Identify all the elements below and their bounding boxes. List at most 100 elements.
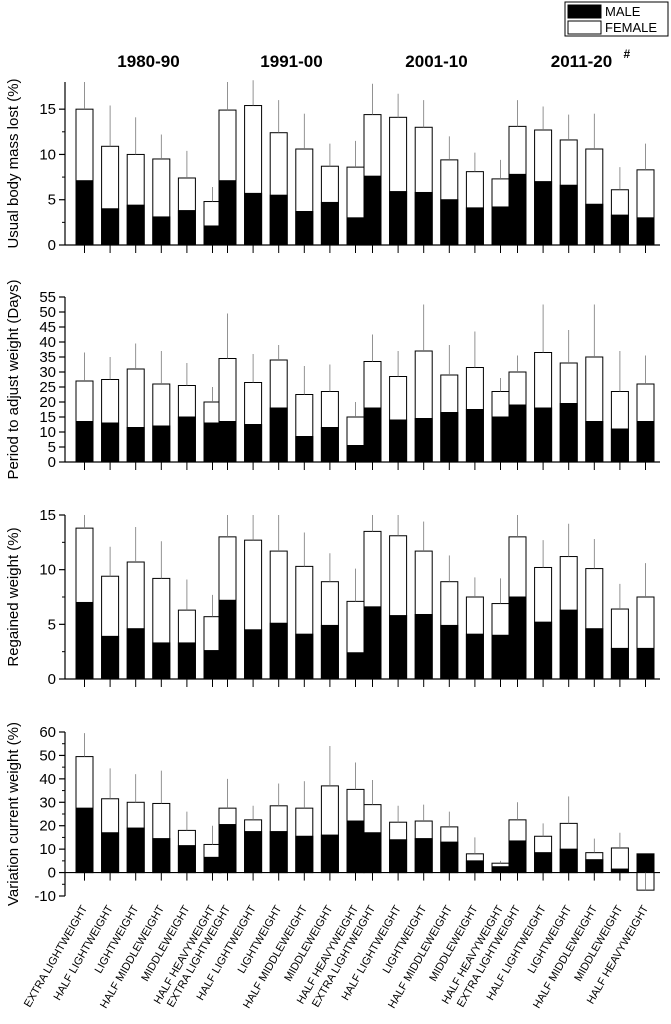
panel-3-1991-00-half-lightweight-male-bar — [244, 629, 263, 680]
panel-2-2001-10-middleweight-male-bar — [465, 409, 484, 463]
panel-4-2001-10-extra-lightweight-male-bar — [363, 832, 382, 874]
y-tick-label: 20 — [39, 818, 56, 835]
panel-3-2001-10-lightweight-male-bar — [414, 613, 433, 680]
y-tick-label: 0 — [48, 671, 56, 688]
panel-1-1980-90-extra-lightweight-male-bar — [75, 180, 94, 246]
panel-2-y-label: Period to adjust weight (Days) — [5, 279, 22, 479]
panel-2-1980-90-half-lightweight-male-bar — [101, 422, 120, 463]
panel-1-2001-10-half-middleweight-male-bar — [440, 199, 459, 246]
panel-1-1980-90-half-middleweight-male-bar — [152, 216, 171, 246]
panel-3-1991-00-lightweight-male-bar — [269, 622, 288, 680]
panel-3-1980-90-half-heavyweight-male-bar — [203, 650, 222, 680]
panel-2-2011-20-half-middleweight-male-bar — [585, 421, 604, 463]
panel-4-2011-20-extra-lightweight-male-bar — [508, 840, 527, 874]
y-tick-label: 55 — [39, 289, 56, 306]
panel-3-2001-10-extra-lightweight-male-bar — [363, 606, 382, 680]
panel-1-1991-00-extra-lightweight-male-bar — [218, 180, 237, 246]
panel-4-1991-00-half-lightweight-male-bar — [244, 831, 263, 874]
panel-4: -10 0 10 20 30 40 50 60 Variation current weight… — [5, 722, 660, 906]
panel-2-1991-00-extra-lightweight-male-bar — [218, 421, 237, 463]
panel-2-2001-10-half-heavyweight-male-bar — [491, 416, 510, 463]
y-tick-label: 45 — [39, 319, 56, 336]
panel-1-2011-20-half-middleweight-male-bar — [585, 203, 604, 246]
decade-headers: 1980-90 1991-00 2001-10 2011-20 # — [117, 47, 630, 71]
panel-4-2011-20-half-heavyweight-male-bar — [636, 853, 655, 874]
panel-3-y-label: Regained weight (%) — [5, 527, 22, 666]
panel-3-1991-00-middleweight-male-bar — [320, 624, 339, 680]
y-tick-label: 5 — [48, 616, 56, 633]
decade-mark-2011-20: # — [624, 47, 631, 61]
panel-3-2011-20-middleweight-male-bar — [610, 647, 629, 680]
panel-2-1980-90-extra-lightweight-male-bar — [75, 421, 94, 463]
panel-4-1980-90-half-heavyweight-male-bar — [203, 856, 222, 874]
panel-4-1991-00-half-heavyweight-male-bar — [346, 820, 365, 874]
panel-1-2001-10-middleweight-male-bar — [465, 207, 484, 246]
y-tick-label: 40 — [39, 334, 56, 351]
panel-1-1991-00-half-lightweight-male-bar — [244, 192, 263, 246]
panel-1-2001-10-lightweight-male-bar — [414, 191, 433, 246]
y-tick-label: 0 — [48, 237, 56, 254]
panel-2-1991-00-half-heavyweight-male-bar — [346, 445, 365, 463]
panel-4-1991-00-middleweight-male-bar — [320, 834, 339, 874]
panel-4-2001-10-middleweight-male-bar — [465, 860, 484, 874]
panel-1: 0 5 10 15 Usual body mass lost (%) — [5, 78, 660, 254]
panel-1-1980-90-half-lightweight-male-bar — [101, 208, 120, 246]
panel-4-1991-00-extra-lightweight-male-bar — [218, 824, 237, 874]
panel-3-1980-90-lightweight-male-bar — [126, 628, 145, 680]
y-tick-label: 0 — [48, 865, 56, 882]
panel-1-2001-10-half-heavyweight-male-bar — [491, 206, 510, 246]
panel-1-1991-00-middleweight-male-bar — [320, 201, 339, 246]
panel-3: 0 5 10 15 Regained weight (%) — [5, 507, 660, 688]
panel-4-2001-10-half-heavyweight-male-bar — [491, 866, 510, 874]
panel-2-1991-00-middleweight-male-bar — [320, 427, 339, 463]
panel-1-1991-00-half-middleweight-male-bar — [295, 210, 314, 246]
panel-3-2011-20-lightweight-male-bar — [559, 609, 578, 680]
panel-4-2001-10-half-lightweight-male-bar — [389, 839, 408, 874]
y-tick-label: 5 — [48, 439, 56, 456]
y-tick-label: 0 — [48, 454, 56, 471]
panel-4-1980-90-middleweight-male-bar — [177, 845, 196, 874]
panel-1-1980-90-half-heavyweight-male-bar — [203, 225, 222, 246]
y-tick-label: 5 — [48, 192, 56, 209]
panel-1-2011-20-lightweight-male-bar — [559, 184, 578, 246]
panel-4-2011-20-middleweight-male-bar — [610, 868, 629, 874]
panel-1-1980-90-middleweight-male-bar — [177, 210, 196, 246]
panel-2-1991-00-half-lightweight-male-bar — [244, 424, 263, 463]
y-tick-label: 30 — [39, 794, 56, 811]
panel-4-1991-00-lightweight-male-bar — [269, 831, 288, 874]
panel-3-2001-10-middleweight-male-bar — [465, 633, 484, 680]
panel-2-2011-20-middleweight-male-bar — [610, 428, 629, 463]
panel-3-2011-20-extra-lightweight-male-bar — [508, 596, 527, 680]
panel-2-2001-10-half-middleweight-male-bar — [440, 412, 459, 463]
panel-3-2001-10-half-heavyweight-male-bar — [491, 634, 510, 680]
panel-3-2011-20-half-heavyweight-male-bar — [636, 647, 655, 680]
panel-4-1980-90-lightweight-male-bar — [126, 827, 145, 874]
y-tick-label: 50 — [39, 747, 56, 764]
panel-3-1980-90-middleweight-male-bar — [177, 642, 196, 680]
panel-2-1991-00-lightweight-male-bar — [269, 407, 288, 463]
panel-2-2001-10-lightweight-male-bar — [414, 418, 433, 463]
legend-swatch-female — [567, 20, 602, 35]
panel-1-2001-10-half-lightweight-male-bar — [389, 191, 408, 246]
panel-4-2001-10-lightweight-male-bar — [414, 838, 433, 874]
panel-4-2011-20-half-lightweight-male-bar — [534, 852, 553, 874]
panel-4-1980-90-half-lightweight-male-bar — [101, 832, 120, 874]
decade-header-2011-20: 2011-20 — [551, 52, 612, 71]
decade-header-1980-90: 1980-90 — [117, 52, 179, 71]
legend-label-male: MALE — [605, 4, 641, 19]
y-tick-label: 50 — [39, 304, 56, 321]
panel-1-2011-20-extra-lightweight-male-bar — [508, 173, 527, 246]
y-tick-label: 40 — [39, 771, 56, 788]
panel-3-1980-90-half-lightweight-male-bar — [101, 635, 120, 680]
panel-1-2011-20-half-lightweight-male-bar — [534, 181, 553, 246]
panel-1-y-label: Usual body mass lost (%) — [5, 78, 22, 248]
y-tick-label: 10 — [39, 841, 56, 858]
y-tick-label: 30 — [39, 364, 56, 381]
legend-swatch-male — [567, 4, 602, 19]
panel-3-2011-20-half-lightweight-male-bar — [534, 621, 553, 680]
